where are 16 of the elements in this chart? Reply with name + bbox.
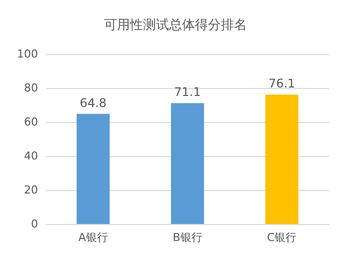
x-tick-label: A银行 xyxy=(78,231,108,244)
y-tick-label: 20 xyxy=(24,184,38,196)
bar xyxy=(76,114,110,224)
chart-title: 可用性测试总体得分排名 xyxy=(104,18,247,33)
bar xyxy=(170,103,204,224)
y-tick-label: 40 xyxy=(24,150,38,162)
x-tick-label: B银行 xyxy=(172,231,202,244)
y-tick-label: 80 xyxy=(24,82,38,94)
y-tick-label: 100 xyxy=(17,48,38,60)
y-tick-label: 60 xyxy=(24,116,38,128)
data-label: 64.8 xyxy=(80,96,107,110)
data-label: 71.1 xyxy=(174,85,201,100)
y-tick-label: 0 xyxy=(31,218,38,230)
bar xyxy=(265,94,298,224)
data-label: 76.1 xyxy=(268,76,296,91)
x-tick-label: C银行 xyxy=(266,231,297,244)
